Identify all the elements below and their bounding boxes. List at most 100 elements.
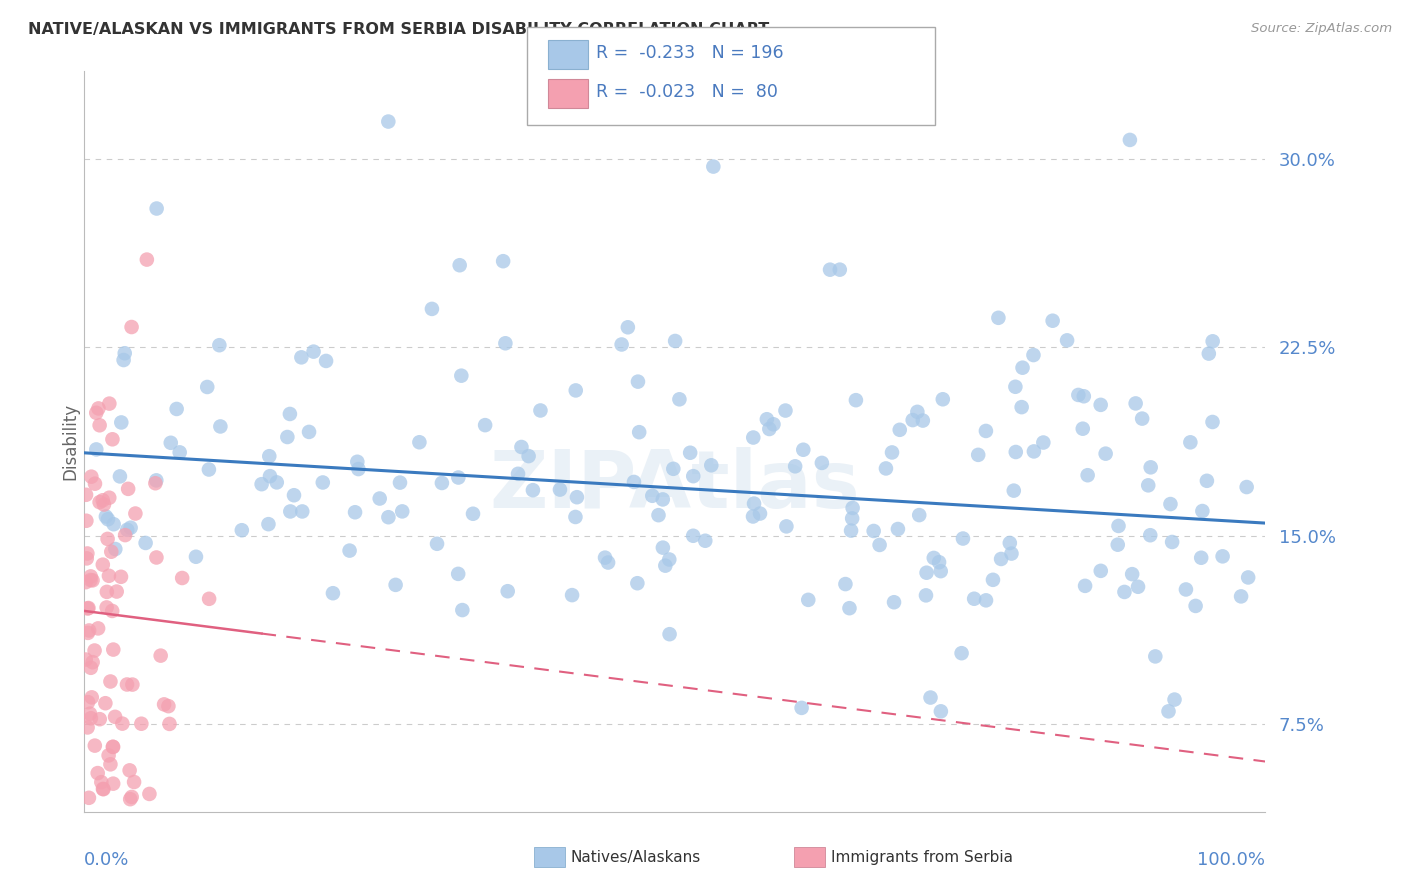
Point [257,517,280,532]
Point [510,440,533,454]
Point [1137,478,1160,492]
Point [461,507,484,521]
Point [347,462,370,476]
Point [950,646,973,660]
Point [974,424,997,438]
Point [1230,590,1253,604]
Point [617,320,640,334]
Point [377,114,399,128]
Point [1139,528,1161,542]
Point [451,603,474,617]
Point [77,624,100,638]
Point [91,493,114,508]
Point [651,541,673,555]
Point [1056,334,1078,348]
Point [565,490,588,504]
Point [610,337,633,351]
Point [80,661,103,675]
Point [920,690,942,705]
Point [377,510,399,524]
Point [623,475,645,489]
Point [145,550,167,565]
Text: Immigrants from Serbia: Immigrants from Serbia [831,850,1012,864]
Point [1189,550,1212,565]
Point [97,568,120,582]
Point [1201,334,1223,349]
Point [80,690,103,705]
Text: R =  -0.233   N = 196: R = -0.233 N = 196 [596,44,783,62]
Point [315,354,337,368]
Point [149,648,172,663]
Point [346,455,368,469]
Point [322,586,344,600]
Point [195,380,218,394]
Point [91,558,114,572]
Text: R =  -0.023   N =  80: R = -0.023 N = 80 [596,83,778,101]
Point [1236,480,1258,494]
Point [83,739,105,753]
Point [974,593,997,607]
Point [384,578,406,592]
Point [506,467,529,481]
Point [702,160,724,174]
Point [1125,396,1147,410]
Point [172,571,194,585]
Point [121,677,143,691]
Point [1042,314,1064,328]
Point [981,573,1004,587]
Point [742,497,765,511]
Point [339,543,361,558]
Point [84,442,107,457]
Point [845,393,868,408]
Point [447,566,470,581]
Point [1011,400,1033,414]
Point [658,627,681,641]
Point [841,511,863,525]
Point [76,601,98,615]
Point [1107,538,1129,552]
Point [749,507,772,521]
Point [447,470,470,484]
Point [96,600,118,615]
Point [97,532,120,546]
Point [122,775,145,789]
Point [408,435,430,450]
Point [98,491,121,505]
Point [312,475,335,490]
Text: 0.0%: 0.0% [84,851,129,869]
Point [298,425,321,439]
Point [911,413,934,427]
Point [1191,504,1213,518]
Point [120,792,142,806]
Point [166,401,188,416]
Y-axis label: Disability: Disability [62,403,80,480]
Point [564,384,586,398]
Point [117,482,139,496]
Point [449,258,471,272]
Point [75,652,97,666]
Point [862,524,884,538]
Point [344,505,367,519]
Point [828,262,851,277]
Text: Natives/Alaskans: Natives/Alaskans [571,850,702,864]
Point [105,584,128,599]
Point [259,469,281,483]
Point [79,706,101,721]
Point [792,442,814,457]
Point [1022,348,1045,362]
Point [91,781,114,796]
Point [1002,483,1025,498]
Point [932,392,955,407]
Point [641,489,664,503]
Point [889,423,911,437]
Point [124,507,146,521]
Point [135,536,157,550]
Point [159,717,181,731]
Point [758,422,780,436]
Point [145,202,167,216]
Point [963,591,986,606]
Point [967,448,990,462]
Point [101,739,124,754]
Point [987,310,1010,325]
Point [1094,447,1116,461]
